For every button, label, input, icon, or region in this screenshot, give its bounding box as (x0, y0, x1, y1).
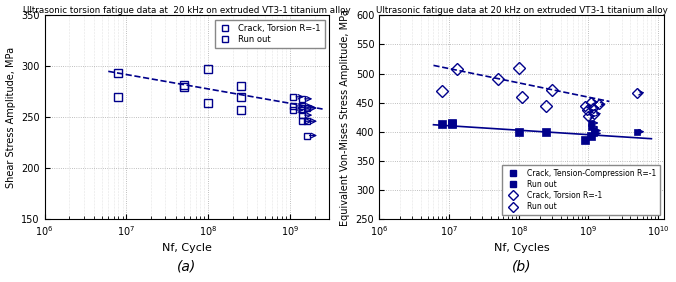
Title: Ultrasonic fatigue data at 20 kHz on extruded VT3-1 titanium alloy: Ultrasonic fatigue data at 20 kHz on ext… (376, 6, 667, 15)
Legend: Crack, Tension-Compression R=-1, Run out, Crack, Torsion R=-1, Run out: Crack, Tension-Compression R=-1, Run out… (502, 165, 660, 215)
Y-axis label: Equivalent Von-Mises Stress Amplitude, MPa: Equivalent Von-Mises Stress Amplitude, M… (340, 9, 350, 226)
X-axis label: Nf, Cycles: Nf, Cycles (493, 243, 550, 253)
Text: (b): (b) (512, 260, 531, 274)
Legend: Crack, Torsion R=-1, Run out: Crack, Torsion R=-1, Run out (215, 19, 325, 48)
Text: (a): (a) (177, 260, 197, 274)
X-axis label: Nf, Cycle: Nf, Cycle (162, 243, 212, 253)
Title: Ultrasonic torsion fatigue data at  20 kHz on extruded VT3-1 titanium alloy: Ultrasonic torsion fatigue data at 20 kH… (23, 6, 351, 15)
Y-axis label: Shear Stress Amplitude, MPa: Shear Stress Amplitude, MPa (5, 47, 16, 188)
